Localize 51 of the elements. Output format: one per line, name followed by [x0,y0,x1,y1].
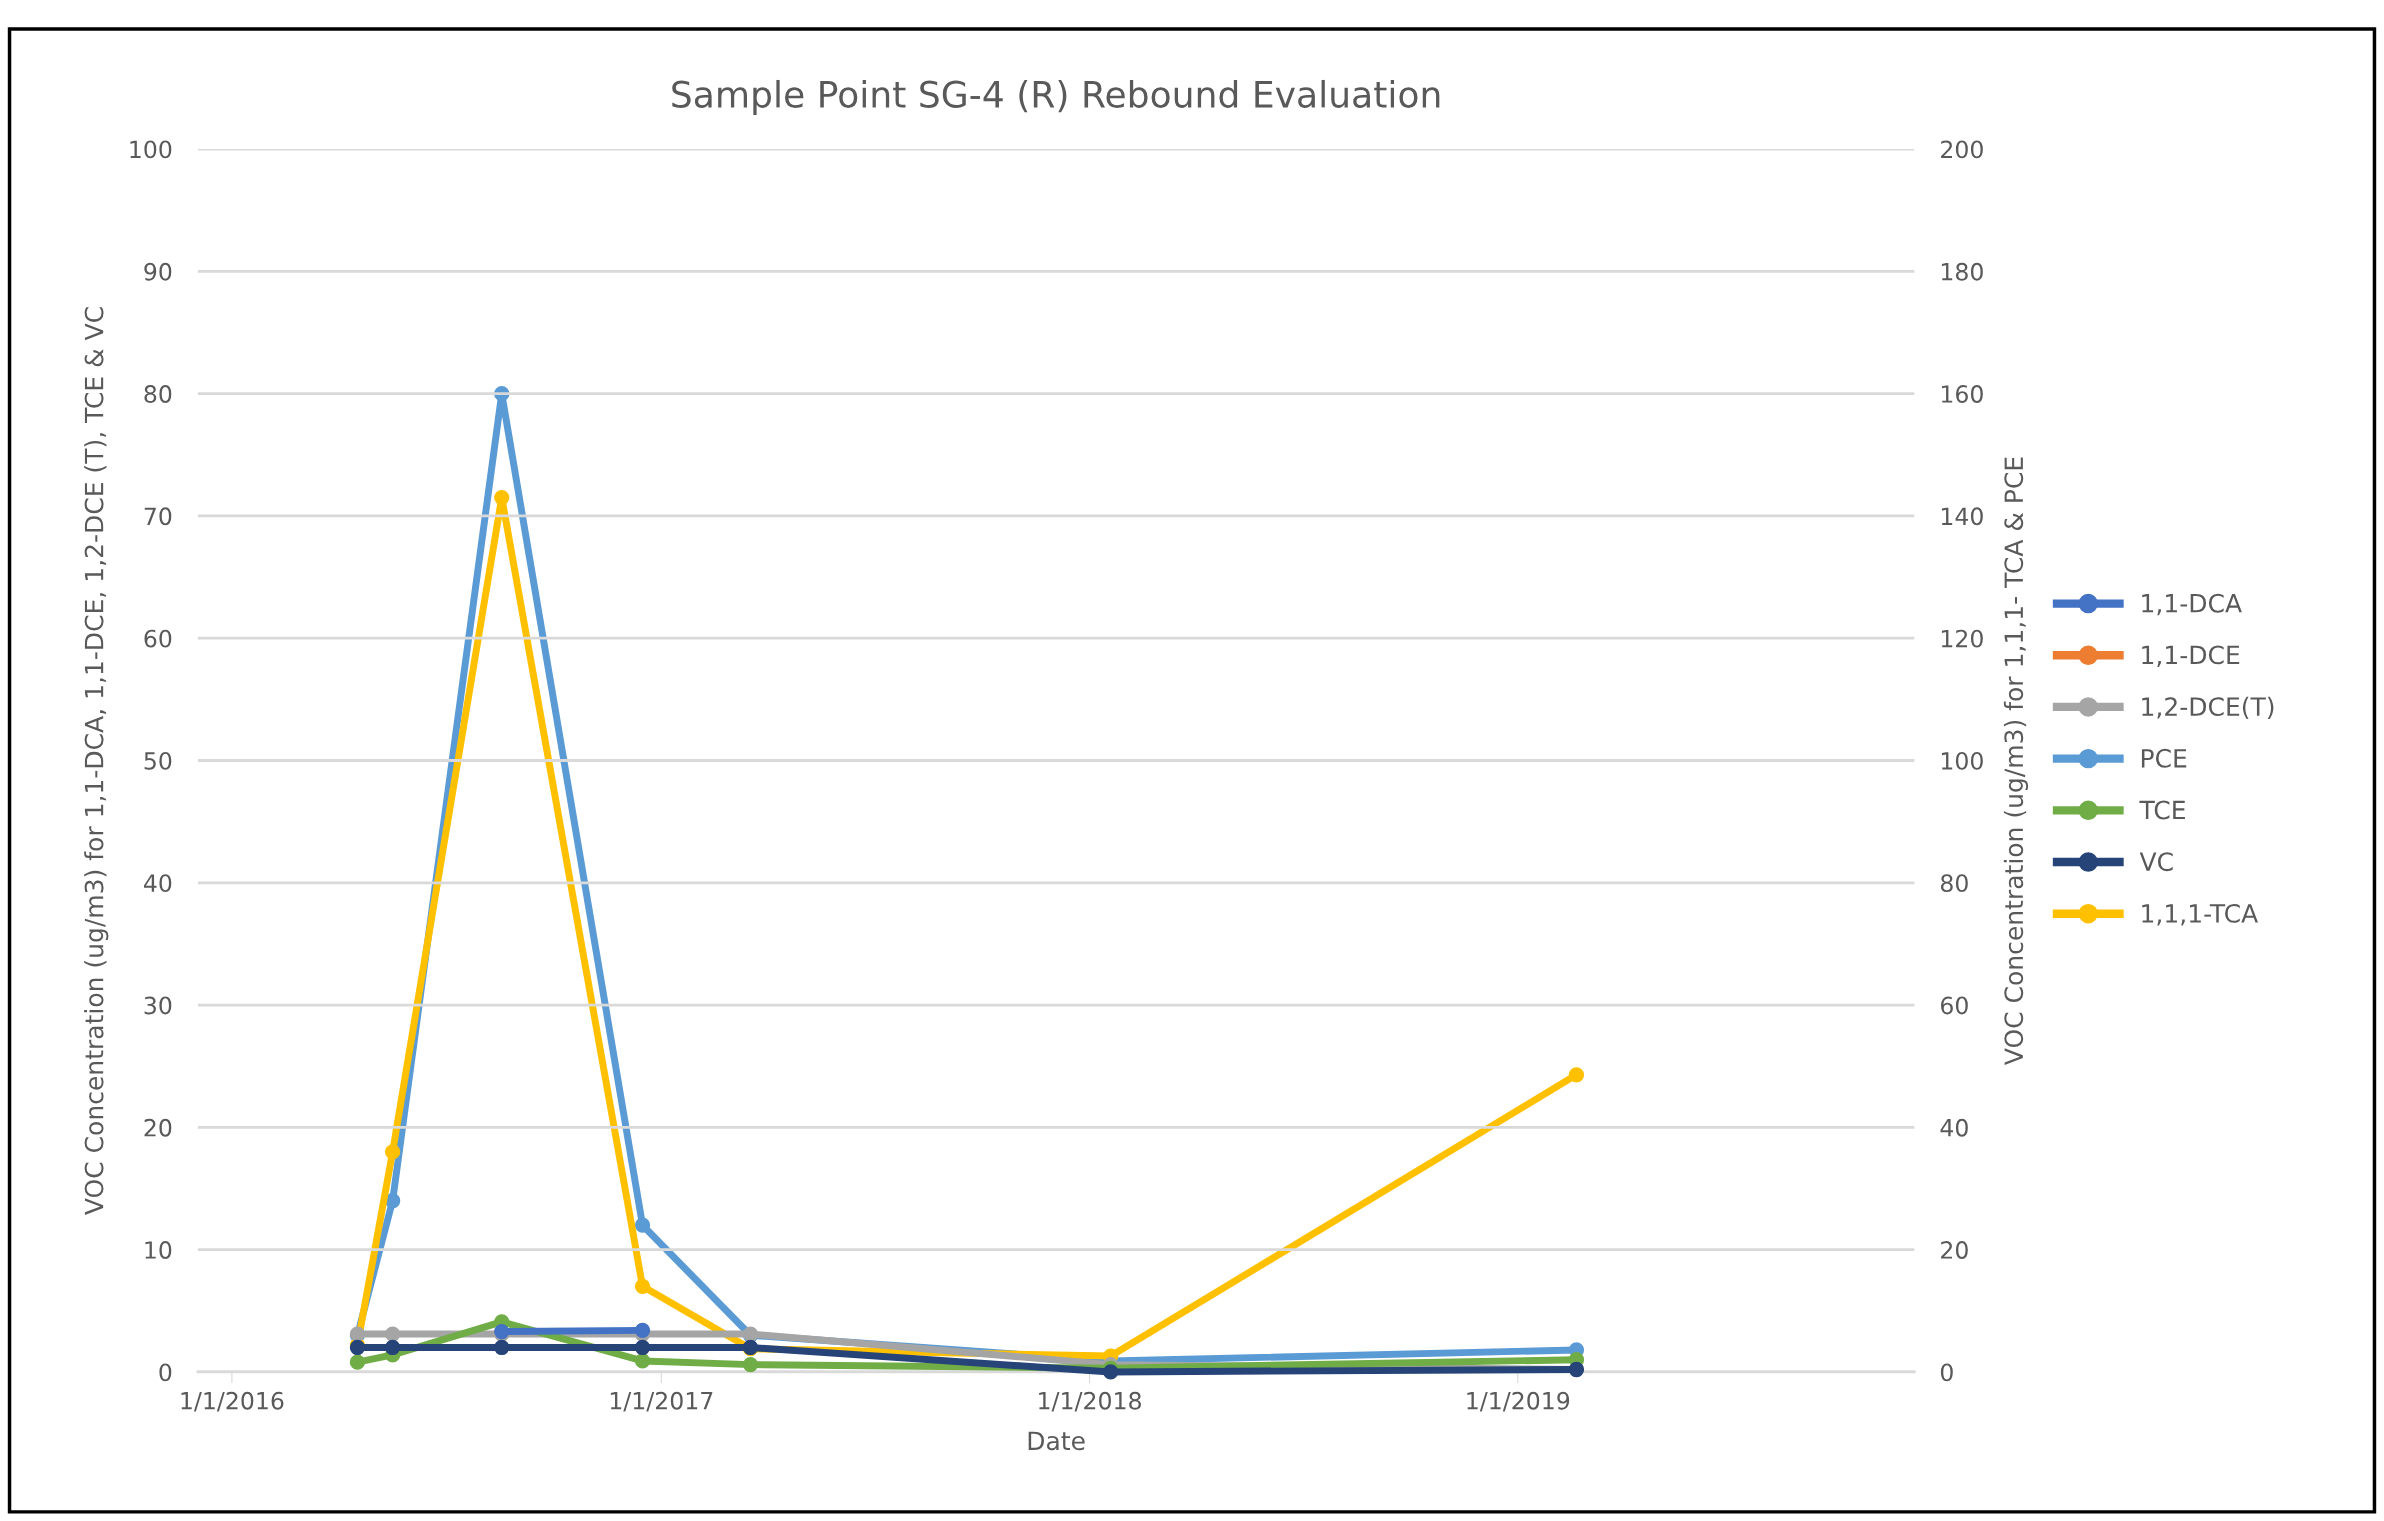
legend-label: 1,1,1-TCA [2142,903,2259,926]
y-tick-label: 100 [130,140,172,159]
legend-label: 1,1-DCE [2142,645,2240,667]
y2-tick-label: 40 [1940,1118,1968,1137]
y-tick-label: 40 [143,874,172,893]
x-axis-title: Date [1028,1431,1085,1451]
y-axis-title: VOC Concentration (ug/m3) for 1,1-DCA, 1,1-DCE, 1,2-DCE (T), TCE & VC [84,307,109,1215]
legend-label: TCE [2139,800,2185,820]
x-tick-label: 1/1/2017 [610,1391,713,1412]
y2-tick-label: 160 [1941,385,1983,403]
y2-tick-label: 60 [1941,996,1968,1015]
point [742,1356,759,1373]
y2-axis-title: VOC Concentration (ug/m3) for 1,1,1- TCA & PCE [2003,457,2029,1065]
y-tick-label: 80 [144,385,172,403]
legend-label: VC [2139,852,2173,872]
y-tick-label: 20 [144,1118,172,1137]
y2-tick-label: 180 [1941,262,1983,281]
point [634,1217,651,1233]
y-tick-label: 0 [159,1363,172,1382]
chart-title: Sample Point SG-4 (R) Rebound Evaluation [672,79,1440,115]
y-tick-label: 60 [144,629,172,648]
y-tick-label: 50 [144,751,172,770]
y-tick-label: 30 [144,996,172,1015]
y2-tick-label: 80 [1940,874,1968,893]
x-tick-label: 1/1/2018 [1039,1391,1141,1412]
point [349,1354,366,1370]
point [384,1339,401,1356]
point [634,1278,651,1294]
y2-tick-label: 120 [1941,629,1983,648]
y2-tick-label: 0 [1940,1363,1953,1382]
point [384,1326,401,1342]
point [384,1144,401,1160]
y2-tick-label: 100 [1941,751,1983,770]
y-tick-label: 70 [144,507,172,526]
legend-label: 1,2-DCE(T) [2142,696,2274,719]
point [634,1353,651,1369]
y-tick-label: 90 [144,262,172,281]
point [634,1322,651,1339]
point [634,1339,651,1356]
y2-tick-label: 20 [1941,1241,1968,1259]
point [494,489,510,506]
legend-label: 1,1-DCA [2142,593,2242,616]
y2-tick-label: 200 [1941,140,1983,159]
point [1568,1067,1585,1083]
x-tick-label: 1/1/2019 [1467,1391,1570,1412]
y-tick-label: 10 [145,1241,172,1259]
y2-tick-label: 140 [1941,507,1983,526]
x-tick-label: 1/1/2016 [181,1391,284,1412]
point [1103,1364,1119,1380]
point [494,1339,510,1356]
legend-label: PCE [2141,748,2187,768]
